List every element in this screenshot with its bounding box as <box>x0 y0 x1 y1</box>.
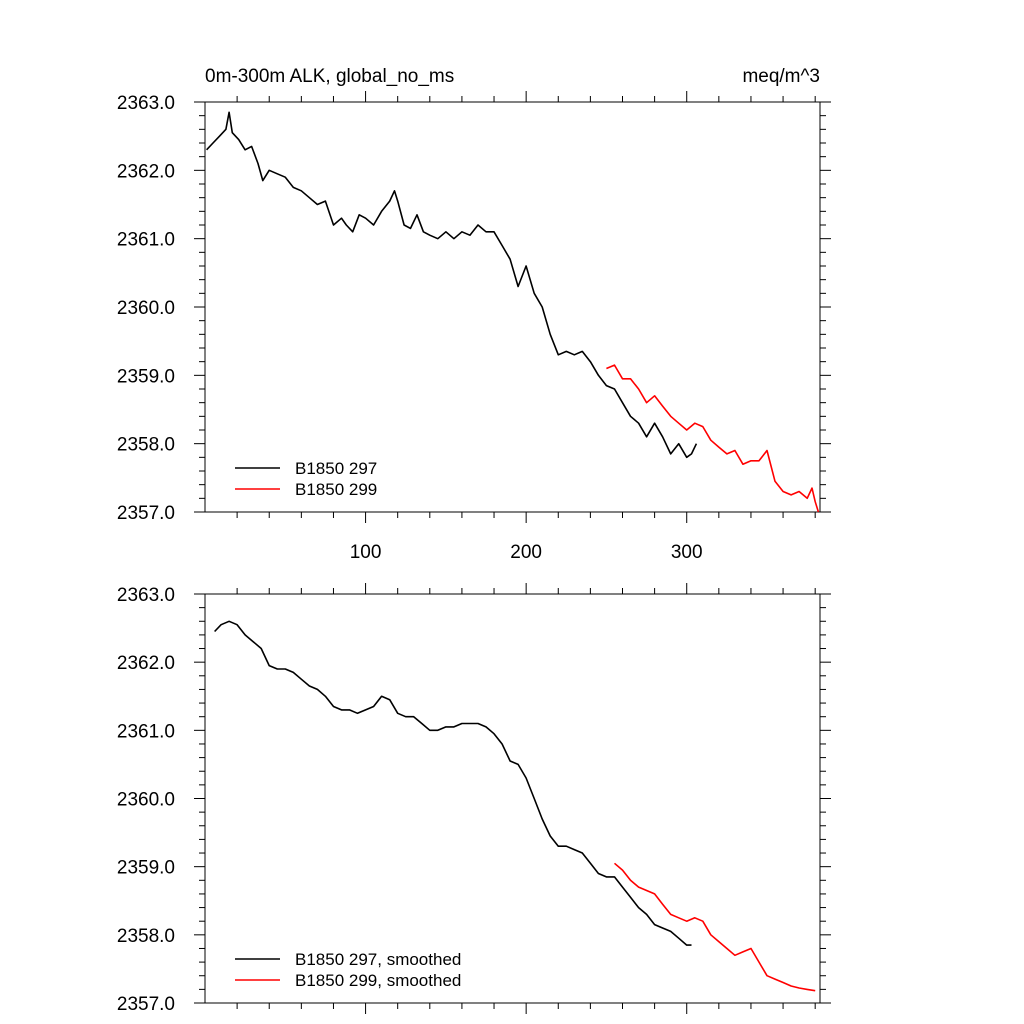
y-tick-label: 2357.0 <box>117 994 175 1015</box>
series-line-b1850-297 <box>206 111 698 459</box>
series-line-b1850-297-smoothed <box>214 620 692 946</box>
y-tick-label: 2359.0 <box>117 366 175 387</box>
y-tick-label: 2363.0 <box>117 93 175 114</box>
y-tick-label: 2360.0 <box>117 790 175 811</box>
chart-title: 0m-300m ALK, global_no_ms <box>205 66 454 87</box>
y-tick-label: 2362.0 <box>117 653 175 674</box>
x-tick-label: 200 <box>510 542 542 563</box>
units-label: meq/m^3 <box>742 66 820 87</box>
legend-label: B1850 297, smoothed <box>295 950 461 969</box>
y-tick-label: 2362.0 <box>117 161 175 182</box>
bottom-panel: 2357.0 2358.0 2359.0 2360.0 2361.0 2362.0 2363… <box>117 583 831 1015</box>
legend-label: B1850 297 <box>295 459 377 478</box>
top-panel: 100 200 300 2357.0 2358.0 2359.0 2360.0 2361.0 2… <box>117 66 831 563</box>
legend-label: B1850 299 <box>295 480 377 499</box>
y-tick-label: 2358.0 <box>117 435 175 456</box>
plot-frame <box>204 101 821 513</box>
x-tick-label: 100 <box>350 542 382 563</box>
y-tick-label: 2359.0 <box>117 858 175 879</box>
y-tick-label: 2358.0 <box>117 926 175 947</box>
y-tick-label: 2361.0 <box>117 721 175 742</box>
y-tick-label: 2360.0 <box>117 298 175 319</box>
y-tick-label: 2357.0 <box>117 503 175 524</box>
y-tick-label: 2361.0 <box>117 230 175 251</box>
x-tick-label: 300 <box>671 542 703 563</box>
legend-label: B1850 299, smoothed <box>295 971 461 990</box>
plot-frame <box>204 593 821 1004</box>
series-line-b1850-299 <box>606 364 820 513</box>
series-line-b1850-299-smoothed <box>613 862 816 992</box>
y-tick-label: 2363.0 <box>117 585 175 606</box>
